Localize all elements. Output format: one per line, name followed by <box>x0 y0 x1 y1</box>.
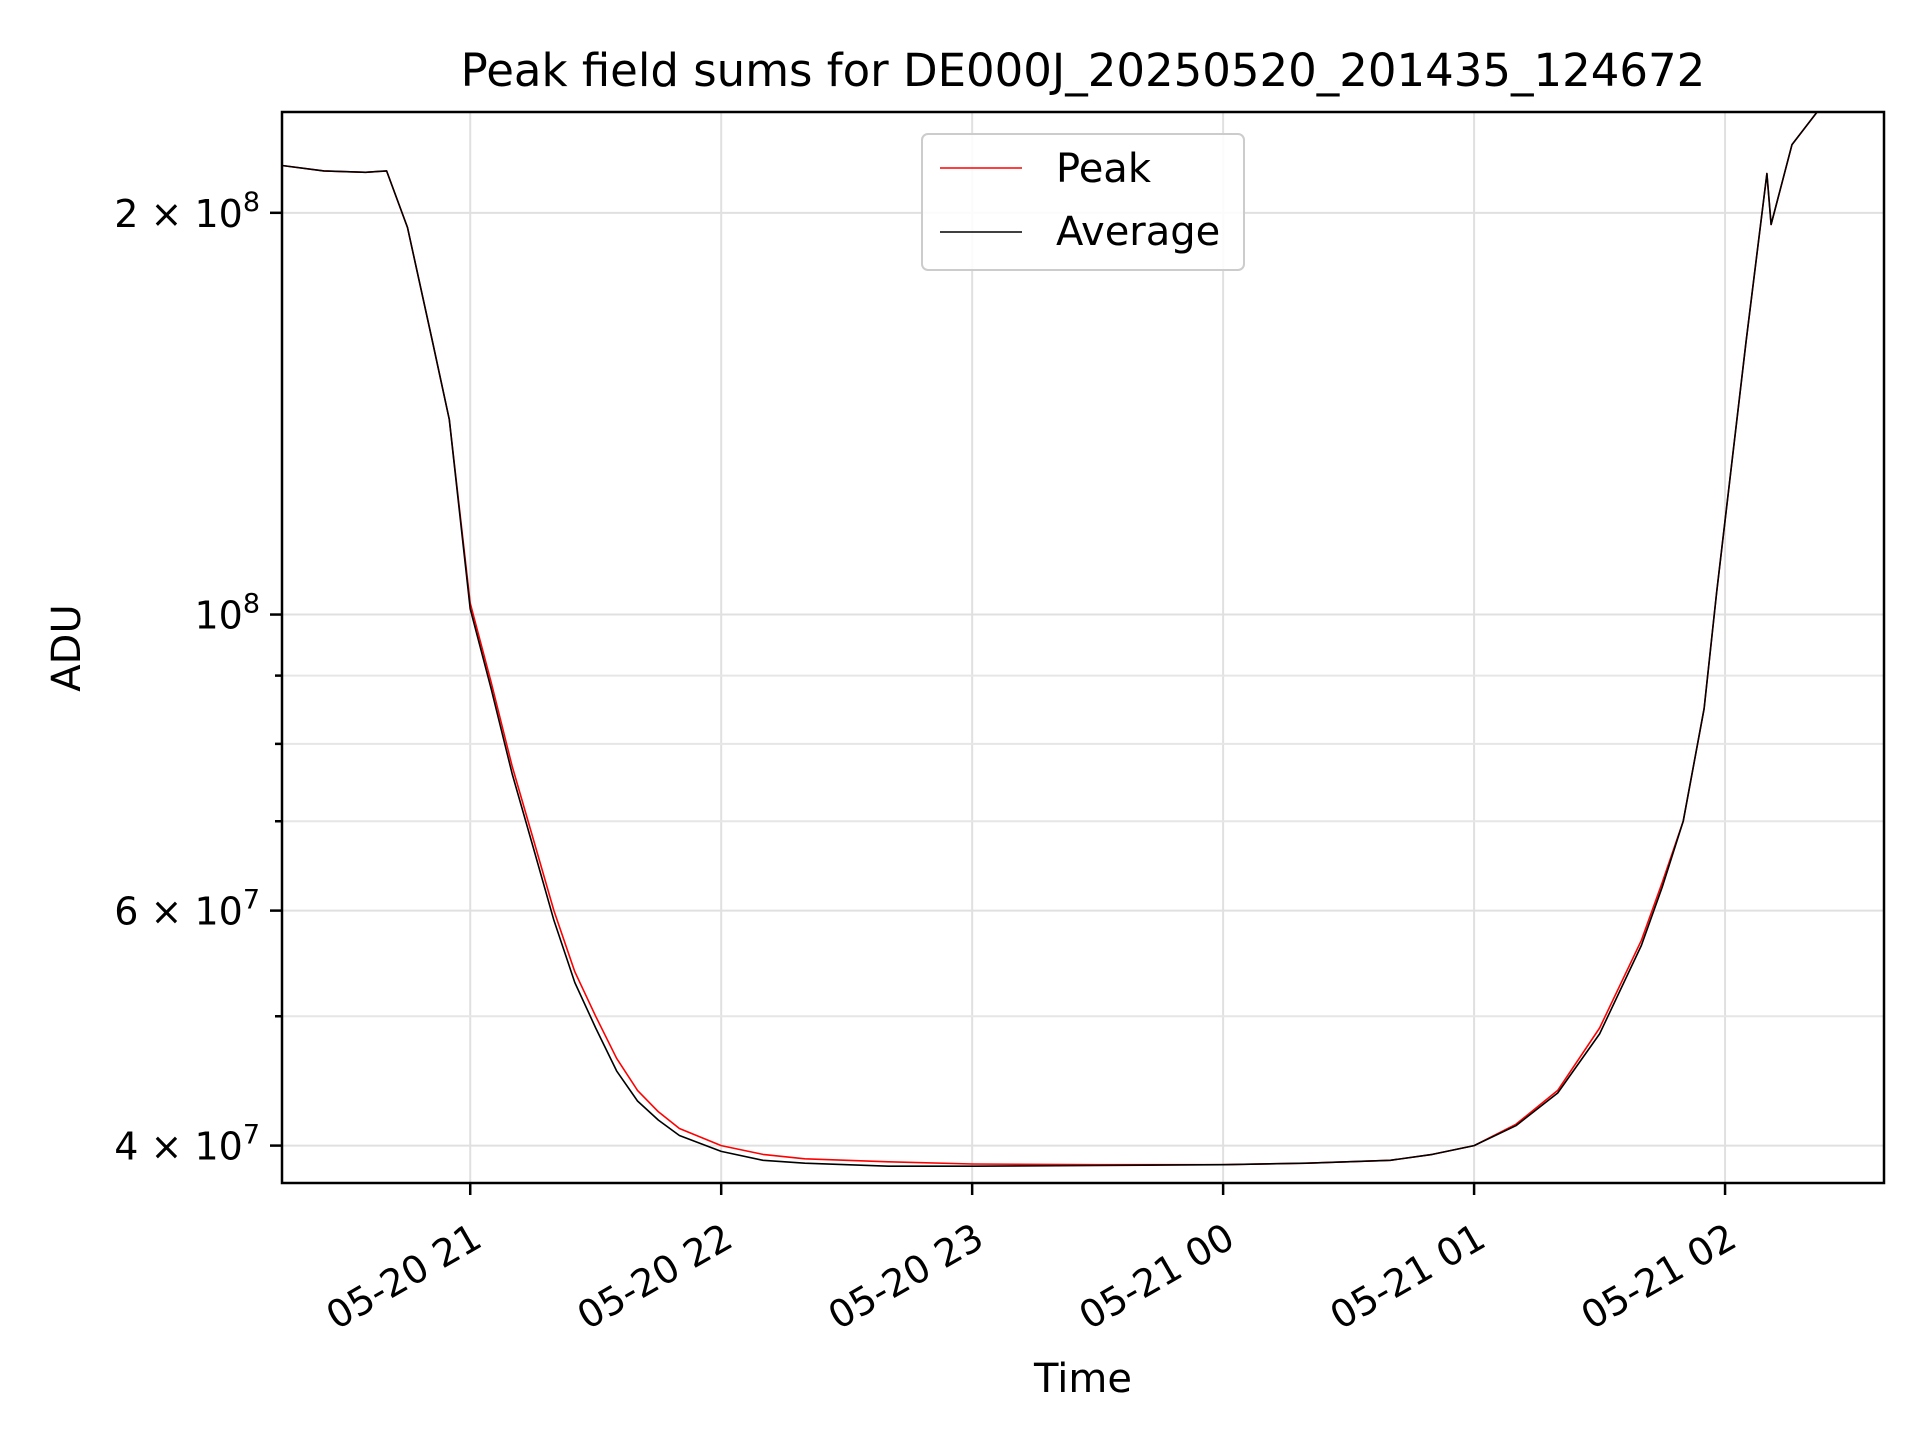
y-tick-label: 108 <box>194 589 260 638</box>
plot-area <box>281 111 1818 1167</box>
x-axis-label: Time <box>1033 1356 1132 1402</box>
legend: Peak Average <box>921 133 1245 271</box>
chart-title: Peak field sums for DE000J_20250520_2014… <box>461 44 1706 97</box>
y-tick-label: 6 × 107 <box>114 885 260 934</box>
series-line-average <box>281 111 1818 1167</box>
legend-label-average: Average <box>1056 209 1220 255</box>
y-axis-label: ADU <box>44 604 90 691</box>
plot-frame <box>280 110 1886 1185</box>
y-axis-ticks: 4 × 107 6 × 107 108 2 × 108 <box>114 187 282 1169</box>
y-tick-label: 4 × 107 <box>114 1120 260 1169</box>
legend-label-peak: Peak <box>1056 146 1152 192</box>
y-tick-label: 2 × 108 <box>114 187 260 236</box>
